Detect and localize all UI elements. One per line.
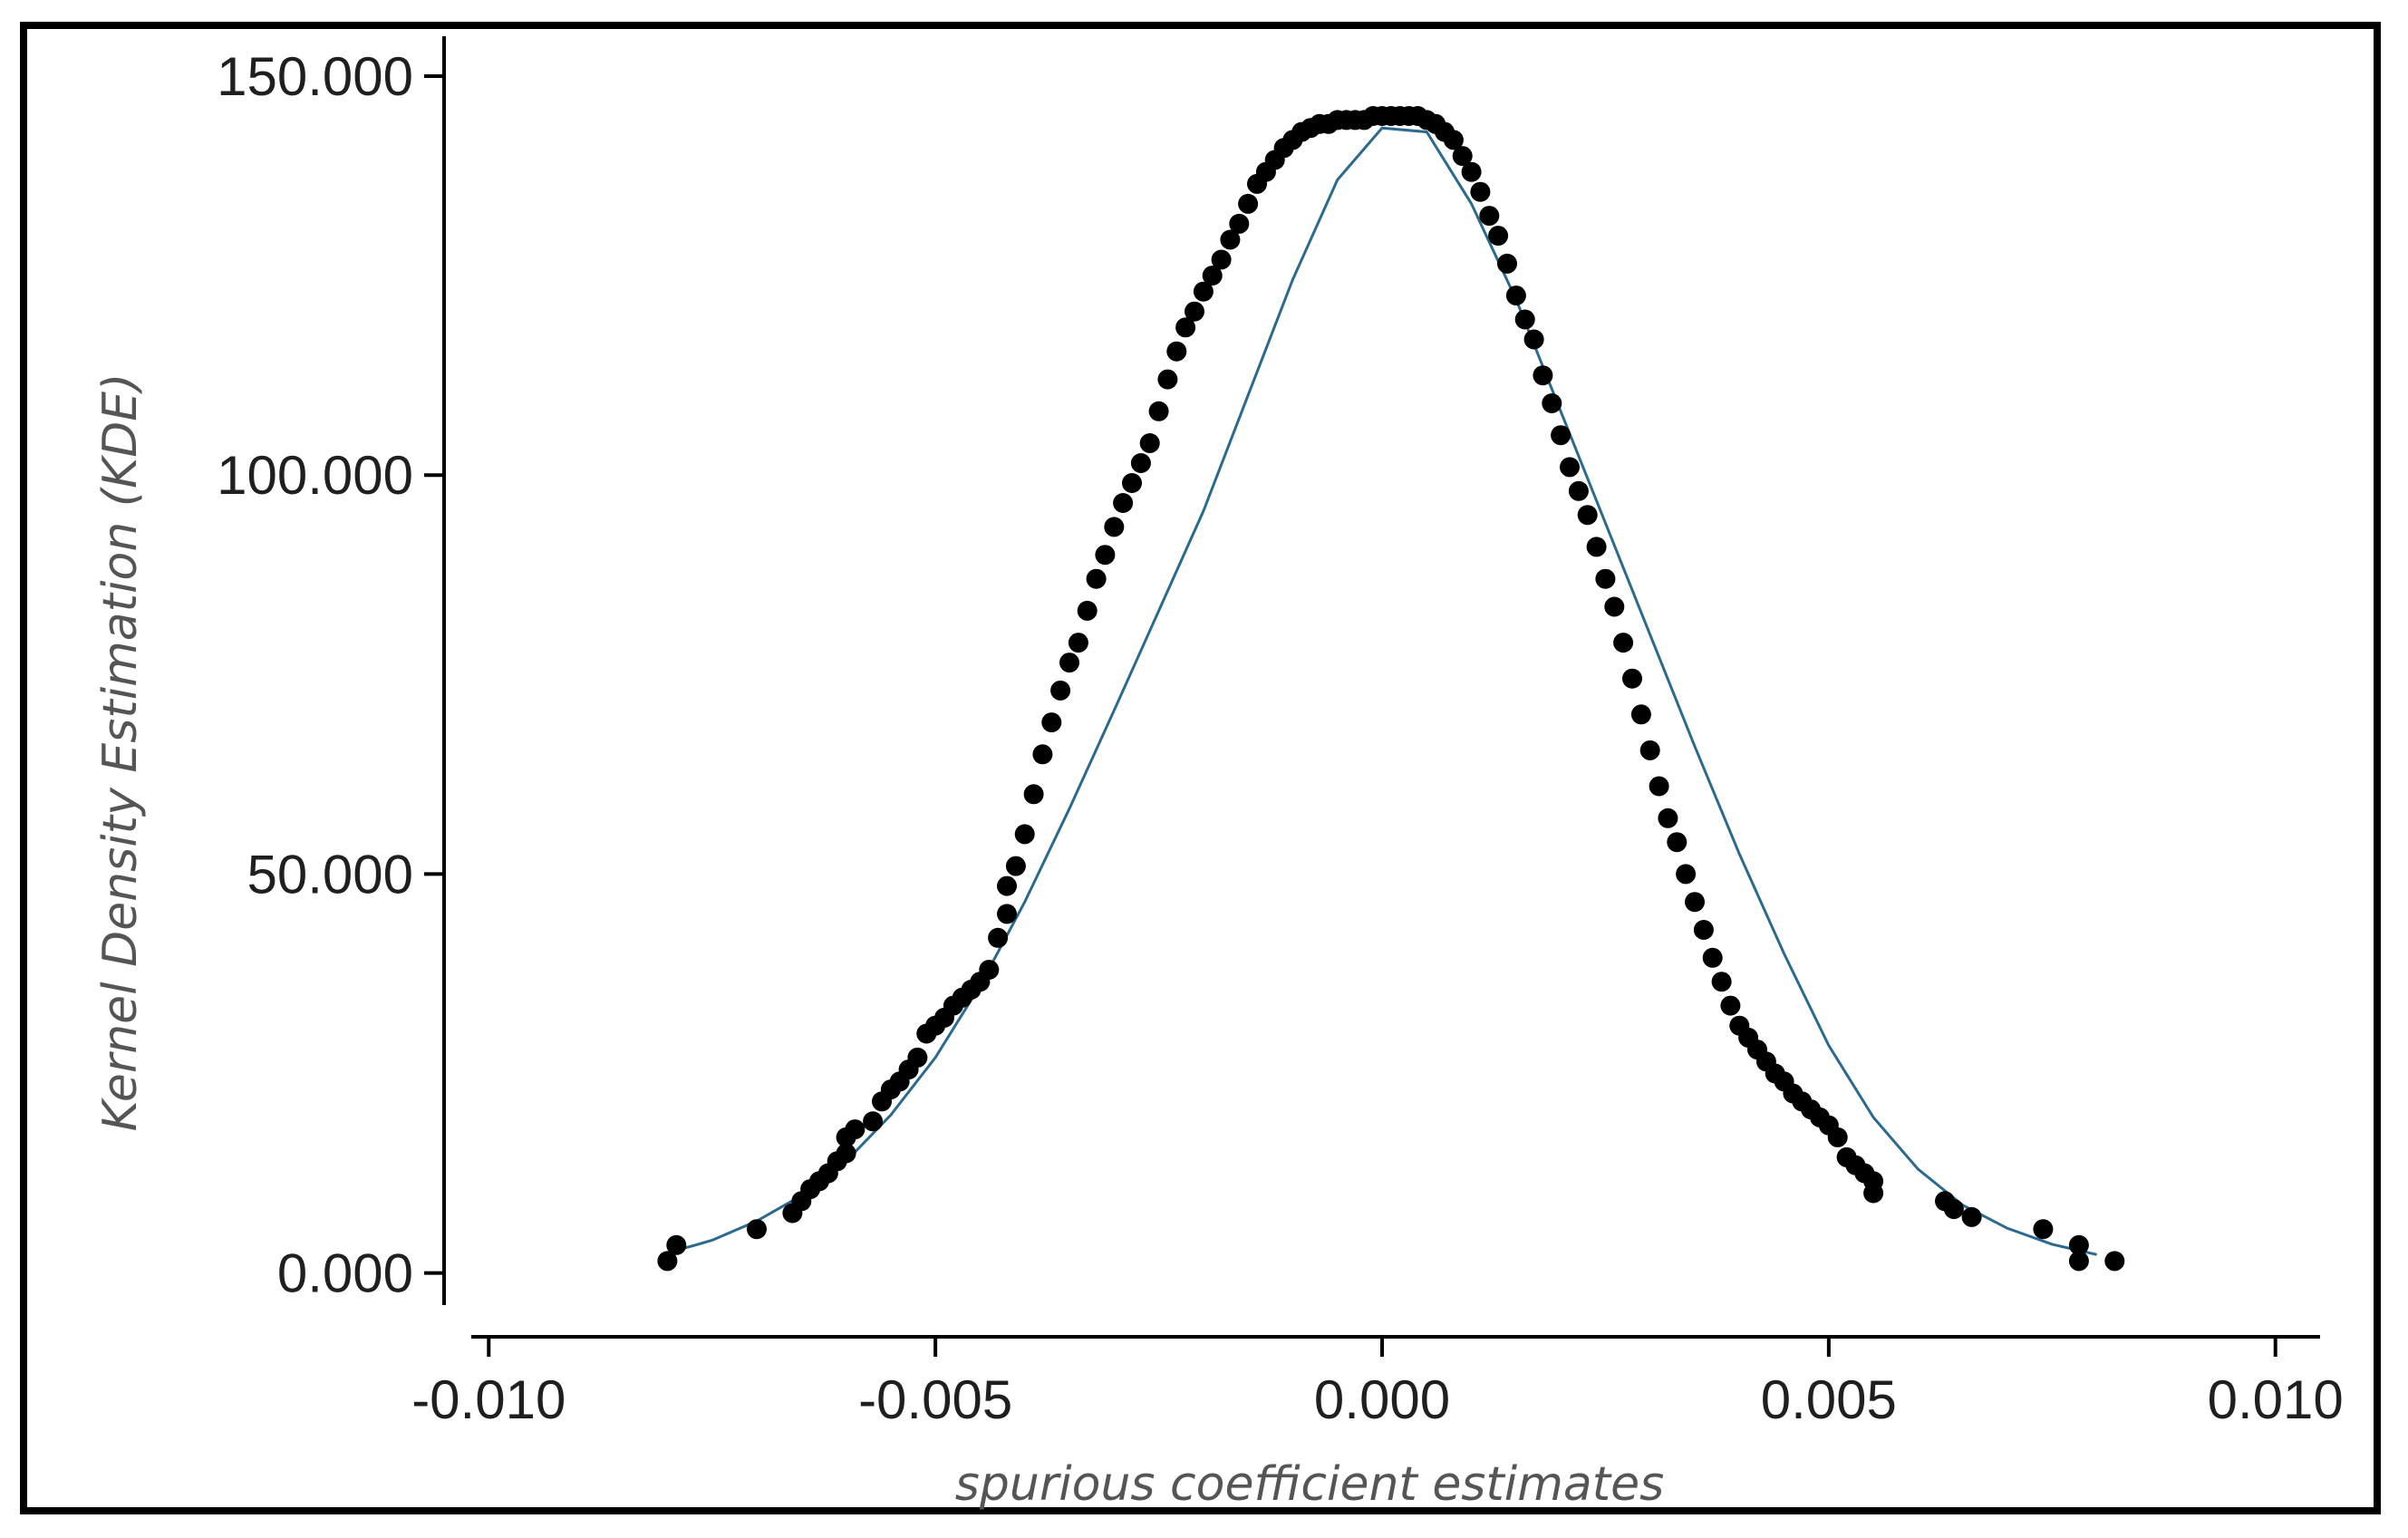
data-point (1148, 401, 1169, 421)
data-point (657, 1251, 678, 1272)
data-point (1568, 480, 1589, 501)
data-point (836, 1143, 856, 1164)
data-point (1649, 776, 1669, 797)
data-point (1470, 181, 1491, 202)
figure-frame (20, 22, 2381, 1514)
data-point (1005, 856, 1026, 876)
data-point (1693, 920, 1714, 940)
data-point (1488, 226, 1509, 247)
data-point (1667, 832, 1688, 853)
data-point (1166, 341, 1187, 362)
x-tick-label: -0.010 (411, 1369, 566, 1430)
data-point (1050, 680, 1071, 701)
data-point (1613, 633, 1634, 653)
data-point (1086, 568, 1107, 589)
fitted-density-curve (666, 126, 2097, 1256)
x-tick-label: 0.000 (1314, 1369, 1450, 1430)
data-point (1122, 473, 1142, 493)
data-point (1586, 537, 1607, 557)
data-point (747, 1219, 767, 1240)
data-point (1059, 653, 1079, 673)
data-point (1068, 633, 1088, 653)
data-point (863, 1111, 884, 1132)
data-point (1622, 668, 1642, 689)
y-tick-label: 150.000 (217, 46, 413, 107)
data-point (2068, 1234, 2089, 1255)
data-point (1577, 505, 1598, 526)
data-points (657, 106, 2125, 1272)
data-point (1523, 329, 1544, 350)
data-point (2033, 1219, 2054, 1240)
data-point (666, 1234, 687, 1255)
data-point (1139, 433, 1160, 453)
data-point (1505, 285, 1526, 306)
data-point (1630, 704, 1651, 725)
data-point (1533, 365, 1553, 386)
data-point (1595, 568, 1616, 589)
data-point (1077, 600, 1098, 621)
data-point (1551, 425, 1571, 446)
data-point (1130, 453, 1151, 473)
data-point (1961, 1206, 1982, 1227)
data-point (1461, 161, 1482, 182)
data-point (1720, 995, 1741, 1016)
data-point (1560, 457, 1580, 478)
y-axis-title: Kernel Density Estimation (KDE) (93, 373, 148, 1132)
x-tick-label: -0.005 (858, 1369, 1012, 1430)
y-tick-label: 100.000 (217, 445, 413, 506)
data-point (1514, 309, 1535, 330)
data-point (2068, 1251, 2089, 1272)
data-point (997, 904, 1017, 924)
data-point (988, 927, 1009, 948)
data-point (1542, 393, 1562, 413)
axes (442, 36, 2320, 1339)
data-point (997, 875, 1017, 896)
y-tick-label: 50.000 (247, 844, 413, 904)
data-point (1497, 253, 1517, 274)
data-point (1479, 206, 1500, 227)
data-point (1238, 193, 1259, 214)
x-axis-title: spurious coefficient estimates (955, 1457, 1664, 1512)
data-point (1014, 824, 1035, 845)
data-point (1685, 892, 1705, 913)
data-point (1452, 146, 1473, 167)
data-point (1211, 249, 1232, 270)
data-point (1104, 517, 1125, 537)
data-point (1193, 281, 1214, 302)
data-point (1604, 596, 1625, 617)
data-point (1185, 301, 1204, 322)
data-point (1202, 266, 1223, 286)
data-point (1863, 1183, 1884, 1204)
data-point (1023, 784, 1044, 805)
data-point (1157, 369, 1178, 390)
y-tick-label: 0.000 (277, 1243, 413, 1304)
data-point (845, 1119, 866, 1140)
data-point (1943, 1199, 1964, 1220)
x-tick-label: 0.010 (2208, 1369, 2344, 1430)
data-point (1229, 213, 1250, 234)
data-point (1032, 744, 1053, 765)
data-point (1711, 972, 1732, 992)
data-point (1702, 947, 1723, 968)
x-tick-label: 0.005 (1761, 1369, 1897, 1430)
data-point (1639, 740, 1660, 760)
data-point (1220, 229, 1241, 250)
data-point (1113, 493, 1134, 513)
x-axis-ticks: -0.010 -0.005 0.000 0.005 0.010 (411, 1337, 2344, 1430)
y-axis-ticks: 0.000 50.000 100.000 150.000 (217, 46, 444, 1304)
data-point (1676, 864, 1697, 885)
data-point (979, 960, 1000, 980)
data-point (1658, 808, 1678, 828)
data-point (1095, 545, 1116, 566)
data-point (1443, 130, 1464, 150)
data-point (2104, 1251, 2125, 1272)
data-point (1175, 317, 1196, 338)
data-point (1041, 712, 1062, 733)
data-point (907, 1047, 928, 1068)
data-point (1827, 1127, 1848, 1147)
